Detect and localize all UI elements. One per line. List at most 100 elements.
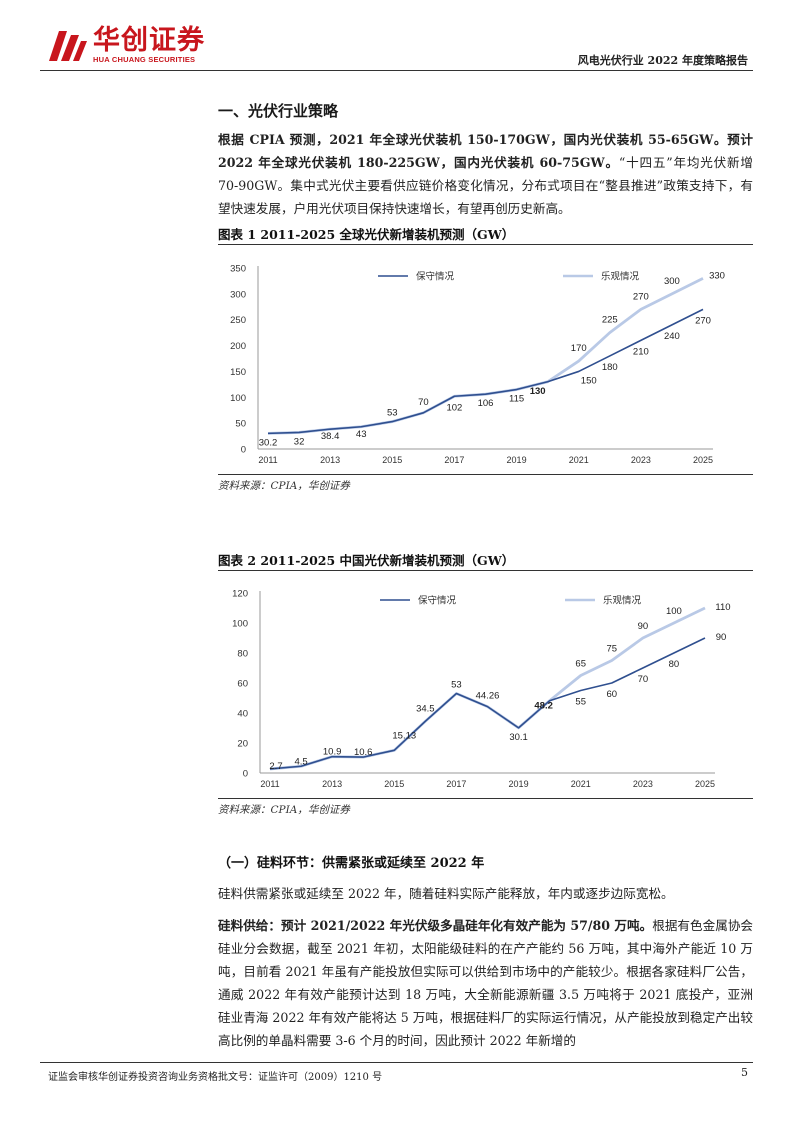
figure2-title: 图表 2 2011-2025 中国光伏新增装机预测（GW） [218, 553, 515, 568]
x-tick-label: 2017 [444, 455, 464, 465]
polysilicon-summary: 硅料供需紧张或延续至 2022 年，随着硅料实际产能释放，年内或逐步边际宽松。 [218, 886, 674, 901]
page-number: 5 [741, 1066, 748, 1079]
svg-text:乐观情况: 乐观情况 [601, 271, 640, 283]
series-optimistic-line [269, 606, 706, 771]
data-label: 330 [709, 270, 725, 281]
figure1-chart: 0 50 100 150 200 250 300 350 2011 2013 2015 2017 201… [230, 264, 725, 466]
legend-item: 乐观情况 [563, 271, 640, 283]
data-label: 53 [387, 408, 398, 419]
figure1-bottom-rule [218, 474, 753, 475]
subsection-heading: （一）硅料环节：供需紧张或延续至 2022 年 [218, 856, 485, 871]
data-label: 53 [451, 680, 462, 691]
logo-mark-icon [45, 25, 89, 65]
data-label: 210 [633, 346, 649, 357]
y-tick-label: 150 [230, 367, 246, 378]
license-text: 证监会审核华创证券投资咨询业务资格批文号：证监许可（2009）1210 号 [48, 1072, 383, 1083]
data-label: 75 [606, 644, 617, 655]
polysilicon-supply-bold: 硅料供给：预计 2021/2022 年光伏级多晶硅年化有效产能为 57/80 万… [218, 918, 653, 933]
x-tick-label: 2013 [322, 779, 342, 789]
data-label: 43 [356, 429, 367, 440]
x-tick-label: 2021 [569, 455, 589, 465]
y-tick-label: 120 [232, 589, 248, 600]
y-tick-label: 100 [232, 619, 248, 630]
data-label: 70 [418, 397, 429, 408]
company-logo: 华创证券 HUA CHUANG SECURITIES [45, 25, 205, 65]
intro-paragraph-rest: “十四五”年均光伏新增 70-90GW。集中式光伏主要看供应链价格变化情况，分布… [218, 155, 753, 216]
data-label: 170 [571, 343, 587, 354]
intro-paragraph: 根据 CPIA 预测，2021 年全球光伏装机 150-170GW，国内光伏装机… [218, 128, 753, 220]
svg-text:保守情况: 保守情况 [416, 271, 455, 283]
x-tick-label: 2019 [507, 455, 527, 465]
y-tick-label: 0 [241, 445, 246, 456]
x-tick-label: 2015 [382, 455, 402, 465]
data-label: 240 [664, 331, 680, 342]
data-label: 10.6 [354, 747, 373, 758]
data-label: 102 [446, 402, 462, 413]
section-heading: 一、光伏行业策略 [218, 102, 339, 120]
data-label: 15.13 [392, 730, 416, 741]
data-label: 90 [716, 632, 727, 643]
logo-text-cn: 华创证券 [93, 24, 205, 56]
y-tick-label: 300 [230, 289, 246, 300]
figure1-title: 图表 1 2011-2025 全球光伏新增装机预测（GW） [218, 227, 515, 242]
x-tick-label: 2011 [260, 779, 279, 789]
legend-item: 保守情况 [380, 595, 457, 607]
data-label: 60 [606, 689, 617, 700]
y-tick-label: 250 [230, 315, 246, 326]
legend-item: 乐观情况 [565, 595, 642, 607]
x-tick-label: 2011 [258, 455, 277, 465]
y-tick-label: 50 [235, 419, 246, 430]
data-label: 10.9 [323, 747, 342, 758]
x-tick-label: 2013 [320, 455, 340, 465]
x-tick-label: 2019 [509, 779, 529, 789]
figure1-rule [218, 244, 753, 245]
svg-text:乐观情况: 乐观情况 [603, 595, 642, 607]
data-label: 100 [666, 606, 682, 617]
data-label: 90 [638, 621, 649, 632]
data-label: 110 [715, 602, 730, 613]
series-conservative-line [267, 308, 704, 435]
figure2-source: 资料来源：CPIA，华创证券 [218, 804, 350, 816]
data-label: 30.2 [259, 437, 278, 448]
data-label: 2.7 [269, 761, 282, 772]
data-label: 225 [602, 315, 618, 326]
y-tick-label: 80 [237, 649, 248, 660]
figure2-bottom-rule [218, 798, 753, 799]
data-label: 55 [575, 697, 586, 708]
data-label: 150 [581, 375, 597, 386]
y-tick-label: 200 [230, 341, 246, 352]
y-tick-label: 20 [237, 739, 248, 750]
y-tick-label: 350 [230, 264, 246, 275]
data-label: 180 [602, 362, 618, 373]
x-tick-label: 2023 [633, 779, 653, 789]
data-label: 30.1 [509, 732, 527, 743]
data-label: 130 [530, 386, 546, 397]
header-divider [40, 70, 753, 71]
series-conservative-line [269, 637, 706, 770]
polysilicon-supply-paragraph: 硅料供给：预计 2021/2022 年光伏级多晶硅年化有效产能为 57/80 万… [218, 914, 753, 1052]
y-tick-label: 60 [237, 679, 248, 690]
footer-divider [40, 1062, 753, 1063]
data-label: 70 [638, 674, 649, 685]
data-label: 44.26 [476, 691, 500, 702]
x-tick-label: 2025 [695, 779, 715, 789]
y-tick-label: 40 [237, 709, 248, 720]
y-tick-label: 100 [230, 393, 246, 404]
svg-text:保守情况: 保守情况 [418, 595, 457, 607]
data-label: 65 [575, 659, 586, 670]
figure2-chart: 0 20 40 60 80 100 120 2011 2013 2015 2017 2019 2021 2… [232, 589, 730, 790]
data-label: 38.4 [321, 431, 340, 442]
x-tick-label: 2023 [631, 455, 651, 465]
data-label: 115 [509, 394, 524, 405]
data-label: 106 [478, 398, 494, 409]
figure2-rule [218, 570, 753, 571]
data-label: 80 [669, 659, 680, 670]
figure1-source: 资料来源：CPIA，华创证券 [218, 480, 350, 492]
logo-text-en: HUA CHUANG SECURITIES [93, 54, 196, 64]
data-label: 300 [664, 276, 680, 287]
x-tick-label: 2025 [693, 455, 713, 465]
y-tick-label: 0 [243, 769, 248, 780]
data-label: 4.5 [294, 756, 307, 767]
x-tick-label: 2021 [571, 779, 591, 789]
x-tick-label: 2015 [384, 779, 404, 789]
